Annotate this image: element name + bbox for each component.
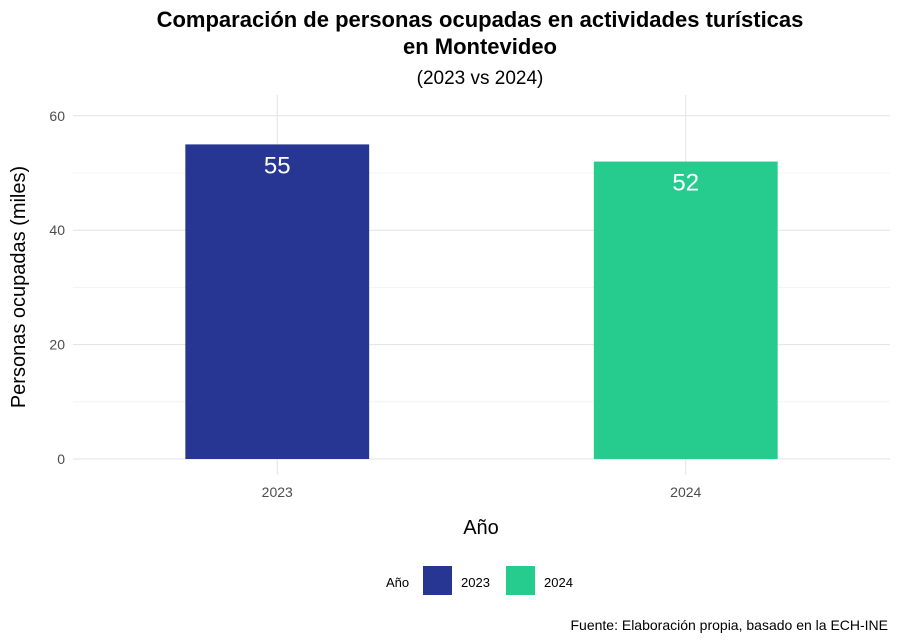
y-tick-label: 0 xyxy=(57,451,65,467)
legend-swatch-2024 xyxy=(506,566,535,595)
y-tick-label: 40 xyxy=(49,222,65,238)
data-label-2024: 52 xyxy=(672,170,699,197)
y-tick-label: 20 xyxy=(49,337,65,353)
x-axis-title: Año xyxy=(463,517,499,539)
chart-title-line-2: en Montevideo xyxy=(403,34,557,59)
data-labels: 55 52 xyxy=(264,152,699,196)
bar-2023 xyxy=(185,144,370,459)
y-axis-title: Personas ocupadas (miles) xyxy=(8,166,30,408)
y-tick-label: 60 xyxy=(49,108,65,124)
legend-swatch-2023 xyxy=(423,566,452,595)
chart-title-line-1: Comparación de personas ocupadas en acti… xyxy=(157,7,804,32)
legend-label-2024: 2024 xyxy=(544,575,573,590)
chart-caption: Fuente: Elaboración propia, basado en la… xyxy=(570,617,888,633)
legend-label-2023: 2023 xyxy=(461,575,490,590)
legend: Año 2023 2024 xyxy=(386,566,573,595)
x-axis-ticks: 2023 2024 xyxy=(262,484,702,500)
legend-title: Año xyxy=(386,575,409,590)
x-tick-label-2024: 2024 xyxy=(670,484,701,500)
bar-2024 xyxy=(593,161,778,459)
data-label-2023: 55 xyxy=(264,152,291,179)
chart-subtitle: (2023 vs 2024) xyxy=(417,68,544,89)
bars xyxy=(185,144,778,459)
x-tick-label-2023: 2023 xyxy=(262,484,293,500)
y-axis-ticks: 0 20 40 60 xyxy=(49,108,65,467)
